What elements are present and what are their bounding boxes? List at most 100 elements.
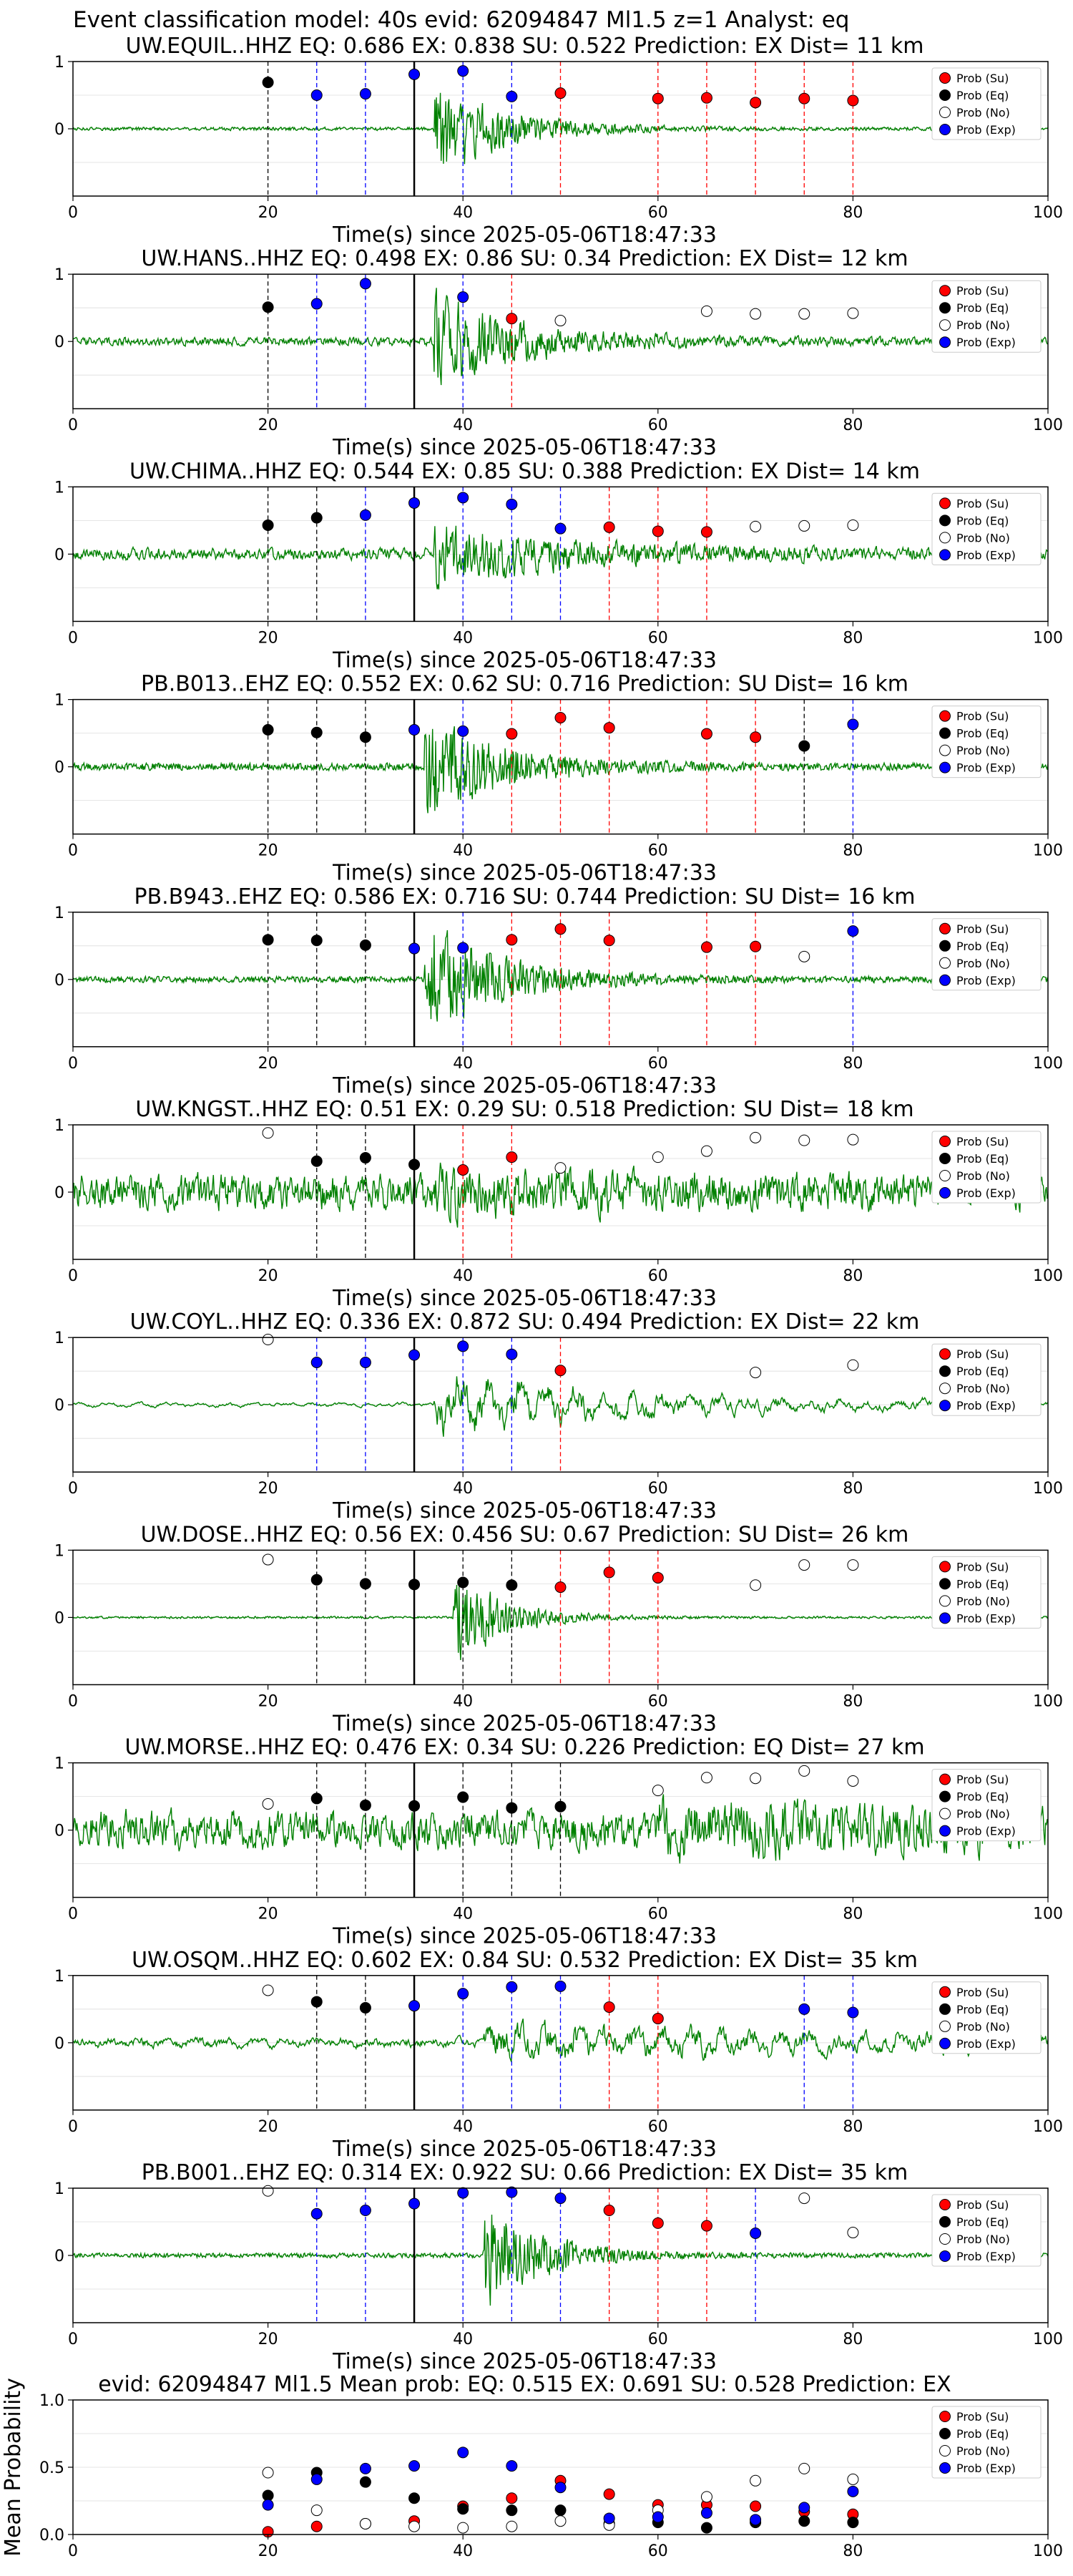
legend-label: Prob (No) <box>956 531 1010 545</box>
mean-point-exp <box>506 2460 518 2472</box>
legend-label: Prob (Su) <box>956 1986 1009 1999</box>
legend: Prob (Su) Prob (Eq) Prob (No) Prob (Exp) <box>931 918 1042 991</box>
legend-label: Prob (Exp) <box>956 548 1016 562</box>
x-axis-label: Time(s) since 2025-05-06T18:47:33 <box>332 2349 717 2374</box>
prob-point-exp <box>506 2186 518 2198</box>
legend-label: Prob (Eq) <box>956 727 1009 741</box>
prob-point-eq <box>408 1800 421 1812</box>
legend-label: Prob (Su) <box>956 922 1009 936</box>
legend-label: Prob (No) <box>956 106 1010 119</box>
x-tick-label: 80 <box>843 1692 863 1710</box>
y-tick-label: 1 <box>54 904 64 922</box>
mean-point-exp <box>700 2507 712 2519</box>
legend-marker <box>939 497 951 509</box>
x-tick-label: 0 <box>68 1267 78 1285</box>
x-tick-label: 80 <box>843 1906 863 1923</box>
x-tick-label: 40 <box>453 2542 473 2560</box>
prob-point-exp <box>310 298 323 310</box>
prob-point-exp <box>310 89 323 101</box>
panel-title: UW.EQUIL..HHZ EQ: 0.686 EX: 0.838 SU: 0.… <box>126 34 924 59</box>
x-tick-label: 80 <box>843 1480 863 1498</box>
legend-label: Prob (Exp) <box>956 2037 1016 2051</box>
legend-label: Prob (Su) <box>956 1773 1009 1787</box>
panel-6: 0 20 40 60 80 100 0 1 UW.KNGST..HHZ EQ: 0.51 EX:… <box>54 1097 1063 1311</box>
y-axis-label: Mean Probability <box>1 2378 26 2557</box>
x-tick-label: 100 <box>1033 1480 1063 1498</box>
legend-label: Prob (Su) <box>956 1135 1009 1148</box>
x-tick-label: 40 <box>453 1906 473 1923</box>
legend: Prob (Su) Prob (Eq) Prob (No) Prob (Exp) <box>931 280 1042 353</box>
prob-point-eq <box>457 1791 469 1803</box>
mean-point-eq <box>359 2476 371 2488</box>
y-tick-label: 1 <box>54 692 64 710</box>
x-axis-label: Time(s) since 2025-05-06T18:47:33 <box>332 1073 717 1098</box>
x-axis-label: Time(s) since 2025-05-06T18:47:33 <box>332 648 717 673</box>
prob-point-exp <box>506 498 518 510</box>
prob-point-eq <box>310 512 323 524</box>
x-axis-label: Time(s) since 2025-05-06T18:47:33 <box>332 435 717 460</box>
legend-label: Prob (Su) <box>956 1347 1009 1361</box>
x-tick-label: 60 <box>648 1267 668 1285</box>
x-tick-label: 100 <box>1033 2542 1063 2560</box>
legend: Prob (Su) Prob (Eq) Prob (No) Prob (Exp) <box>931 706 1042 779</box>
prob-point-eq <box>798 740 810 752</box>
x-tick-label: 0 <box>68 2542 78 2560</box>
legend: Prob (Su) Prob (Eq) Prob (No) Prob (Exp) <box>931 1981 1042 2054</box>
prob-point-eq <box>359 1152 371 1164</box>
panel-title: PB.B013..EHZ EQ: 0.552 EX: 0.62 SU: 0.71… <box>141 672 908 697</box>
x-tick-label: 80 <box>843 204 863 222</box>
mean-point-su <box>603 2488 615 2500</box>
prob-point-no <box>700 1772 712 1784</box>
y-tick-label: 0 <box>54 1184 64 1202</box>
prob-point-su <box>700 2220 712 2232</box>
prob-point-exp <box>359 278 371 290</box>
panel-title: UW.KNGST..HHZ EQ: 0.51 EX: 0.29 SU: 0.51… <box>135 1097 913 1122</box>
x-tick-label: 60 <box>648 1692 668 1710</box>
prob-point-exp <box>408 68 421 80</box>
x-tick-label: 40 <box>453 1692 473 1710</box>
legend-marker <box>939 1365 951 1377</box>
legend-label: Prob (No) <box>956 957 1010 970</box>
x-tick-label: 100 <box>1033 204 1063 222</box>
prob-point-eq <box>310 1155 323 1167</box>
x-tick-label: 60 <box>648 1906 668 1923</box>
legend-marker <box>939 2003 951 2015</box>
x-tick-label: 20 <box>258 1267 278 1285</box>
legend-label: Prob (Exp) <box>956 1186 1016 1200</box>
x-tick-label: 0 <box>68 842 78 860</box>
legend-label: Prob (Exp) <box>956 974 1016 987</box>
legend-label: Prob (Su) <box>956 284 1009 298</box>
waveform-trace <box>73 2019 1048 2062</box>
prob-point-su <box>700 941 712 953</box>
panel-12: Mean Probability 0 20 40 60 80 100 0.0 0.5 1.0 evi… <box>1 2372 1063 2560</box>
prob-point-su <box>750 97 762 109</box>
legend-marker <box>939 2462 951 2474</box>
prob-point-eq <box>310 935 323 947</box>
prob-point-su <box>847 94 859 107</box>
legend-label: Prob (Eq) <box>956 301 1009 315</box>
prob-point-no <box>847 519 859 531</box>
legend-marker <box>939 532 951 544</box>
legend-label: Prob (Exp) <box>956 2250 1016 2263</box>
prob-point-exp <box>457 1340 469 1352</box>
prob-point-exp <box>847 2006 859 2019</box>
x-tick-label: 40 <box>453 2331 473 2348</box>
prob-point-su <box>603 1566 615 1579</box>
legend-label: Prob (Exp) <box>956 761 1016 775</box>
y-tick-label: 1 <box>54 54 64 72</box>
mean-point-eq <box>408 2492 421 2504</box>
prob-point-exp <box>408 497 421 509</box>
mean-point-eq <box>457 2503 469 2515</box>
legend-frame <box>931 1131 1042 1204</box>
prob-point-exp <box>554 1980 567 1992</box>
prob-point-su <box>700 526 712 538</box>
legend-marker <box>939 1382 951 1395</box>
prob-point-no <box>798 950 810 962</box>
prob-point-su <box>652 1571 664 1584</box>
panel-9: 0 20 40 60 80 100 0 1 UW.MORSE..HHZ EQ: 0.476 EX… <box>54 1735 1063 1949</box>
mean-point-exp <box>798 2502 810 2514</box>
x-tick-label: 80 <box>843 1267 863 1285</box>
prob-point-su <box>506 313 518 325</box>
waveform-trace <box>73 1162 1048 1228</box>
prob-point-eq <box>310 1792 323 1805</box>
